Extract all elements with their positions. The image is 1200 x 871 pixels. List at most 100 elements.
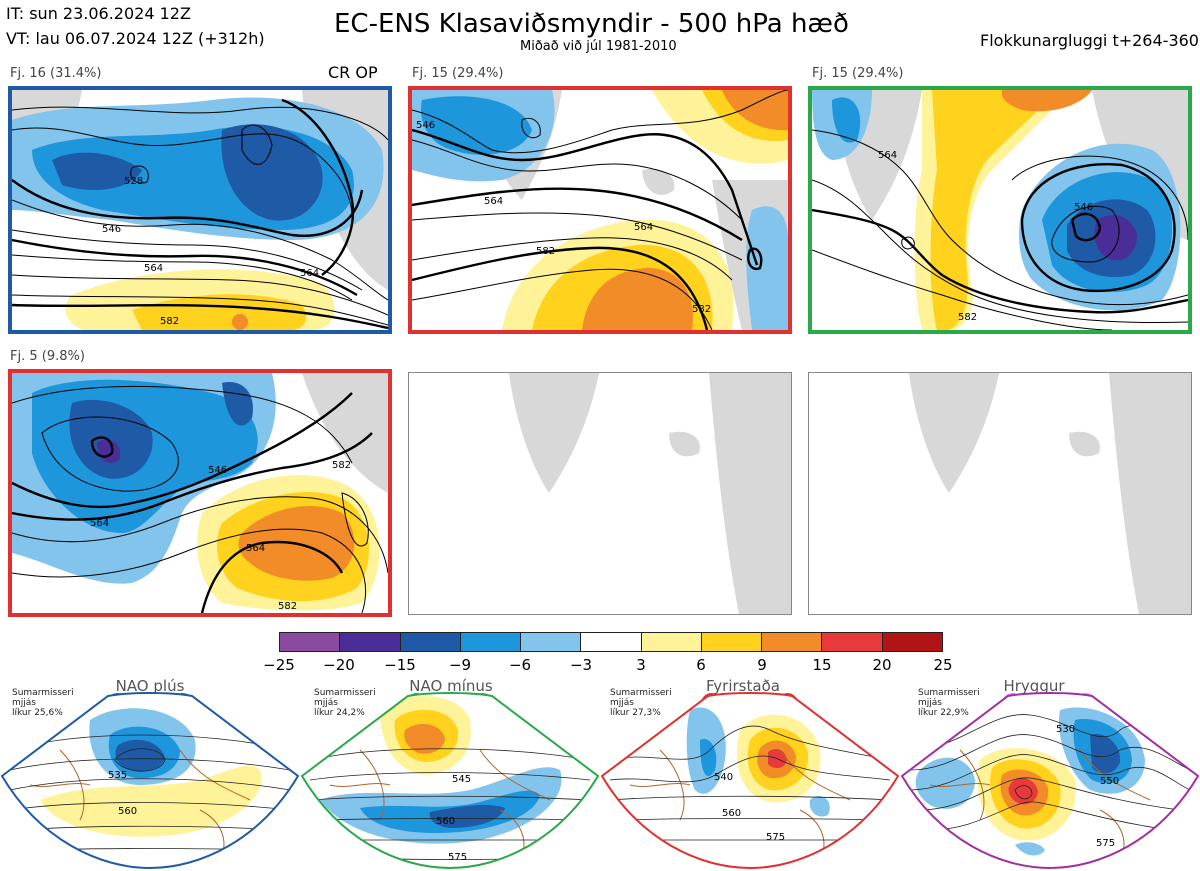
anomaly-negative-strong-2 xyxy=(52,152,142,190)
colorbar-tick: 15 xyxy=(812,656,832,674)
cluster-panel-3: 546 564 582 xyxy=(808,86,1192,334)
regime-2-note: Sumarmisseri mjjás líkur 24,2% xyxy=(314,688,376,718)
contour-label: 582 xyxy=(536,246,555,257)
panel-4-label: Fj. 5 (9.8%) xyxy=(10,349,85,364)
regime-3-note: Sumarmisseri mjjás líkur 27,3% xyxy=(610,688,672,718)
contour-label: 582 xyxy=(692,304,711,315)
contour-label: 564 xyxy=(634,222,653,233)
contour-label: 528 xyxy=(124,176,143,187)
cluster-panel-4: 546 564 564 582 582 xyxy=(8,369,392,617)
europe-land xyxy=(302,373,388,493)
iceland-land xyxy=(642,168,675,195)
contour-label: 545 xyxy=(452,774,471,785)
classification-window: Flokkunargluggi t+264-360 xyxy=(980,31,1199,50)
height-contours xyxy=(12,106,388,326)
regime-3-map: 540 560 575 xyxy=(600,692,900,870)
colorbar-tick: 6 xyxy=(696,656,706,674)
height-contours-bold xyxy=(12,98,388,330)
contour-label: 582 xyxy=(332,460,351,471)
height-contours xyxy=(812,129,1188,330)
cluster-panel-5-empty xyxy=(408,372,792,615)
contour-label: 564 xyxy=(144,263,163,274)
colorbar-swatch xyxy=(701,633,763,651)
contour-label: 582 xyxy=(278,601,297,612)
colorbar-swatch xyxy=(280,633,341,651)
valid-time: VT: lau 06.07.2024 12Z (+312h) xyxy=(6,29,265,48)
anomaly-positive-core-ne xyxy=(722,90,788,131)
colorbar-tick: 3 xyxy=(636,656,646,674)
regime-1-note: Sumarmisseri mjjás líkur 25,6% xyxy=(12,688,74,718)
contour-label: 546 xyxy=(208,465,227,476)
regime-3-name: Fyrirstaða xyxy=(706,677,780,695)
contour-label: 540 xyxy=(714,772,733,783)
regime-1-map: 535 560 xyxy=(0,692,300,870)
panel-1-label: Fj. 16 (31.4%) xyxy=(10,66,102,81)
anomaly-negative-nw xyxy=(832,97,861,143)
cluster-panel-6-empty xyxy=(808,372,1192,615)
colorbar-swatch xyxy=(762,633,823,651)
colorbar-swatch xyxy=(460,633,522,651)
cluster-panel-2: 546 564 564 582 582 xyxy=(408,86,792,334)
regime-4-note: Sumarmisseri mjjás líkur 22,9% xyxy=(918,688,980,718)
contour-label: 560 xyxy=(722,808,741,819)
contour-label: 564 xyxy=(300,268,319,279)
cluster-map-4: 546 564 564 582 582 xyxy=(12,373,388,613)
anomaly-positive xyxy=(132,294,307,330)
contour-label: 582 xyxy=(160,316,179,327)
empty-map-6 xyxy=(909,373,1191,614)
colorbar-tick: 20 xyxy=(872,656,892,674)
cluster-map-3: 546 564 582 xyxy=(812,90,1188,330)
regime-4-map: 530 550 575 xyxy=(900,692,1200,870)
colorbar-swatch xyxy=(882,633,942,651)
colorbar-tick: −9 xyxy=(448,656,472,674)
contour-label: 560 xyxy=(118,806,137,817)
regime-4-name: Hryggur xyxy=(1003,677,1065,695)
colorbar-swatch xyxy=(581,633,642,651)
colorbar-tick: −25 xyxy=(263,656,295,674)
colorbar-tick: 9 xyxy=(757,656,767,674)
anomaly-negative xyxy=(421,96,532,155)
height-contours xyxy=(412,90,788,330)
height-contours-bold xyxy=(812,163,1188,314)
colorbar-swatch xyxy=(340,633,401,651)
cluster-map-2: 546 564 564 582 582 xyxy=(412,90,788,330)
contour-label: 575 xyxy=(766,832,785,843)
colorbar-swatch xyxy=(400,633,461,651)
contour-label: 560 xyxy=(436,816,455,827)
colorbar-tick: −20 xyxy=(323,656,355,674)
contour-label: 546 xyxy=(416,120,435,131)
colorbar-tick: −3 xyxy=(569,656,593,674)
contour-label: 575 xyxy=(1096,838,1115,849)
empty-map-5 xyxy=(509,373,791,614)
regime-2-name: NAO mínus xyxy=(409,677,493,695)
regime-1-name: NAO plús xyxy=(115,677,185,695)
contour-label: 582 xyxy=(958,312,977,323)
panel-2-label: Fj. 15 (29.4%) xyxy=(412,66,504,81)
anomaly-positive-core xyxy=(582,268,693,330)
colorbar-swatch xyxy=(641,633,702,651)
panel-3-label: Fj. 15 (29.4%) xyxy=(812,66,904,81)
colorbar-swatch xyxy=(521,633,582,651)
anomaly-negative-core xyxy=(1094,215,1137,261)
contour-label: 546 xyxy=(1074,202,1093,213)
anomaly-positive xyxy=(930,90,1062,330)
contour-label: 575 xyxy=(448,852,467,863)
anomaly-positive-core xyxy=(1001,90,1092,112)
contour-label: 546 xyxy=(102,224,121,235)
page-subtitle: Miðað við júl 1981-2010 xyxy=(520,39,677,54)
colorbar-tick: −15 xyxy=(384,656,416,674)
contour-label: 564 xyxy=(90,518,109,529)
cluster-panel-1: 528 546 564 564 582 xyxy=(8,86,392,334)
page-title: EC-ENS Klasaviðsmyndir - 500 hPa hæð xyxy=(334,9,849,39)
contour-label: 530 xyxy=(1056,724,1075,735)
colorbar xyxy=(279,632,943,652)
initial-time: IT: sun 23.06.2024 12Z xyxy=(6,4,191,23)
anomaly-negative-east xyxy=(746,206,788,330)
anomaly-positive-core xyxy=(232,314,248,330)
height-contours-bold xyxy=(412,128,763,330)
height-contours-bold xyxy=(12,392,373,613)
anomaly-negative-strong xyxy=(69,399,153,479)
panel-1-tag: CR OP xyxy=(328,63,378,82)
anomaly-negative-strong xyxy=(221,124,323,221)
contour-label: 550 xyxy=(1100,776,1119,787)
